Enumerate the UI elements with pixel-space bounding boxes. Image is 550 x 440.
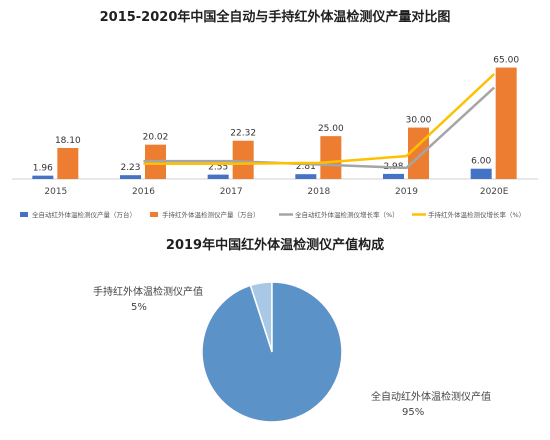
pie-label-handheld-name: 手持红外体温检测仪产值 (93, 285, 203, 298)
pie-label-auto-name: 全自动红外体温检测仪产值 (371, 390, 491, 403)
bar-auto-2015 (32, 175, 54, 179)
data-label-handheld-2016: 20.02 (143, 133, 169, 143)
data-label-auto-2018: 2.81 (296, 162, 316, 172)
x-tick-2015: 2015 (44, 187, 67, 197)
legend-label-3: 手持红外体温检测仪增长率（%） (428, 210, 525, 219)
data-label-auto-2017: 2.55 (208, 163, 228, 173)
data-label-auto-2020E: 6.00 (471, 157, 491, 167)
bar-handheld-2020E (495, 67, 517, 179)
bar-auto-2017 (207, 174, 229, 179)
growth-line-handheld (143, 73, 496, 165)
legend-label-0: 全自动红外体温检测仪产量（万台） (32, 210, 136, 219)
data-label-handheld-2018: 25.00 (318, 124, 344, 134)
bar-auto-2019 (383, 173, 404, 179)
x-tick-2019: 2019 (395, 187, 418, 197)
pie-label-handheld-pct: 5% (131, 302, 147, 313)
bar-auto-2016 (120, 175, 141, 179)
x-tick-2020E: 2020E (480, 187, 509, 197)
bar-auto-2018 (295, 174, 317, 179)
bar-handheld-2017 (232, 140, 254, 179)
data-label-handheld-2020E: 65.00 (493, 56, 519, 66)
legend-label-1: 手持红外体温检测仪产量（万台） (162, 210, 260, 219)
data-label-handheld-2017: 22.32 (230, 129, 256, 139)
pie-chart-title: 2019年中国红外体温检测仪产值构成 (165, 238, 385, 253)
bar-handheld-2015 (57, 147, 79, 179)
x-tick-2017: 2017 (220, 187, 243, 197)
bar-handheld-2018 (320, 136, 342, 179)
pie-slice-auto (201, 281, 343, 423)
growth-line-auto (143, 86, 496, 170)
legend-swatch-0 (20, 212, 28, 217)
bar-auto-2020E (470, 168, 492, 179)
data-label-handheld-2019: 30.00 (406, 116, 432, 126)
legend-label-2: 全自动红外体温检测仪增长率（%） (295, 210, 399, 219)
legend-swatch-1 (150, 212, 158, 217)
x-tick-2018: 2018 (307, 187, 330, 197)
data-label-auto-2016: 2.23 (120, 163, 140, 173)
data-label-handheld-2015: 18.10 (55, 136, 81, 146)
data-label-auto-2015: 1.96 (33, 164, 53, 174)
bar-chart-title: 2015-2020年中国全自动与手持红外体温检测仪产量对比图 (99, 10, 451, 25)
pie-label-auto-pct: 95% (402, 407, 424, 418)
x-tick-2016: 2016 (132, 187, 155, 197)
